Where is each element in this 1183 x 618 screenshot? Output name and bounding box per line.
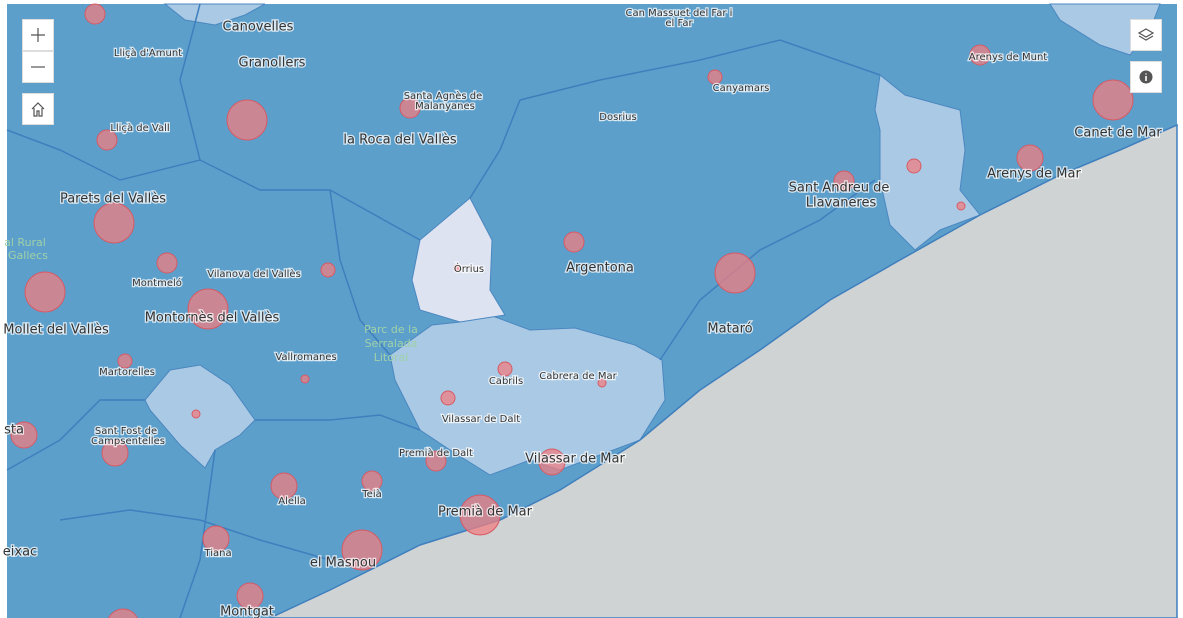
place-label: eixac: [3, 545, 37, 560]
place-label: Serralada: [365, 337, 418, 350]
zoom-in[interactable]: [22, 19, 54, 51]
info-icon: [1139, 70, 1153, 84]
place-label: Vilanova del Vallès: [207, 268, 301, 280]
place-label: Cabrils: [489, 376, 523, 387]
place-label: Sant Fost de: [95, 426, 157, 437]
sea: [269, 123, 1178, 618]
place-label: sta: [4, 423, 24, 438]
zoom-out[interactable]: [22, 51, 54, 83]
labels: Canovelles Lliçà d'Amunt Granollers Santa A…: [2, 7, 1164, 618]
place-label: Teià: [361, 488, 381, 500]
place-label: Montgat: [220, 605, 274, 618]
place-label: Lliçà d'Amunt: [114, 47, 182, 59]
orrius-area: [411, 197, 506, 323]
place-label: Montmeló: [132, 277, 182, 289]
layers[interactable]: [1130, 19, 1162, 51]
place-label: Gallecs: [8, 249, 48, 262]
place-label: Llavaneres: [806, 196, 877, 211]
place-label: Arenys de Munt: [969, 52, 1048, 63]
place-label: Tiana: [203, 548, 231, 559]
place-label: la Roca del Vallès: [343, 133, 456, 148]
place-label: al Rural: [4, 236, 46, 249]
zoom-in-icon: [31, 28, 45, 42]
place-label: Lliçà de Vall: [110, 122, 169, 134]
place-label: Vilassar de Dalt: [442, 414, 520, 425]
light-areas: [144, 3, 1161, 476]
place-label: Granollers: [239, 56, 306, 71]
place-label: Cabrera de Mar: [539, 371, 617, 382]
place-label: Mollet del Vallès: [3, 323, 109, 338]
place-label: Santa Agnès de: [404, 90, 483, 102]
place-label: Argentona: [566, 261, 634, 276]
boundaries: [6, 3, 881, 618]
place-label: Mataró: [707, 322, 752, 337]
place-label: el Far: [665, 18, 693, 29]
place-label: Parets del Vallès: [60, 192, 166, 207]
place-label: Campsentelles: [91, 436, 165, 447]
place-label: Sant Andreu de: [789, 181, 890, 196]
place-label: Montornès del Vallès: [145, 311, 280, 326]
place-label: Canovelles: [223, 20, 294, 35]
place-label: Òrrius: [454, 262, 484, 275]
place-label: Can Massuet del Far i: [626, 8, 733, 19]
zoom-out-icon: [31, 66, 45, 68]
place-label: Alella: [278, 496, 305, 507]
place-label: Premià de Dalt: [399, 447, 473, 459]
place-label: Dosrius: [599, 112, 636, 123]
place-label: Canet de Mar: [1074, 126, 1162, 141]
home-icon: [31, 102, 45, 117]
place-label: Malanyanes: [415, 101, 475, 112]
place-label: Premià de Mar: [438, 505, 533, 520]
layers-icon: [1137, 28, 1155, 41]
place-label: Vallromanes: [275, 352, 336, 363]
place-label: Vilassar de Mar: [525, 452, 625, 467]
place-label: Parc de la: [364, 323, 418, 336]
home[interactable]: [22, 93, 54, 125]
place-label: Canyamars: [713, 83, 770, 94]
symbols: [10, 3, 1134, 618]
place-label: el Masnou: [310, 556, 376, 571]
place-label: Litoral: [374, 351, 409, 364]
place-label: Martorelles: [99, 367, 155, 378]
place-label: Arenys de Mar: [987, 167, 1081, 182]
info[interactable]: [1130, 61, 1162, 93]
